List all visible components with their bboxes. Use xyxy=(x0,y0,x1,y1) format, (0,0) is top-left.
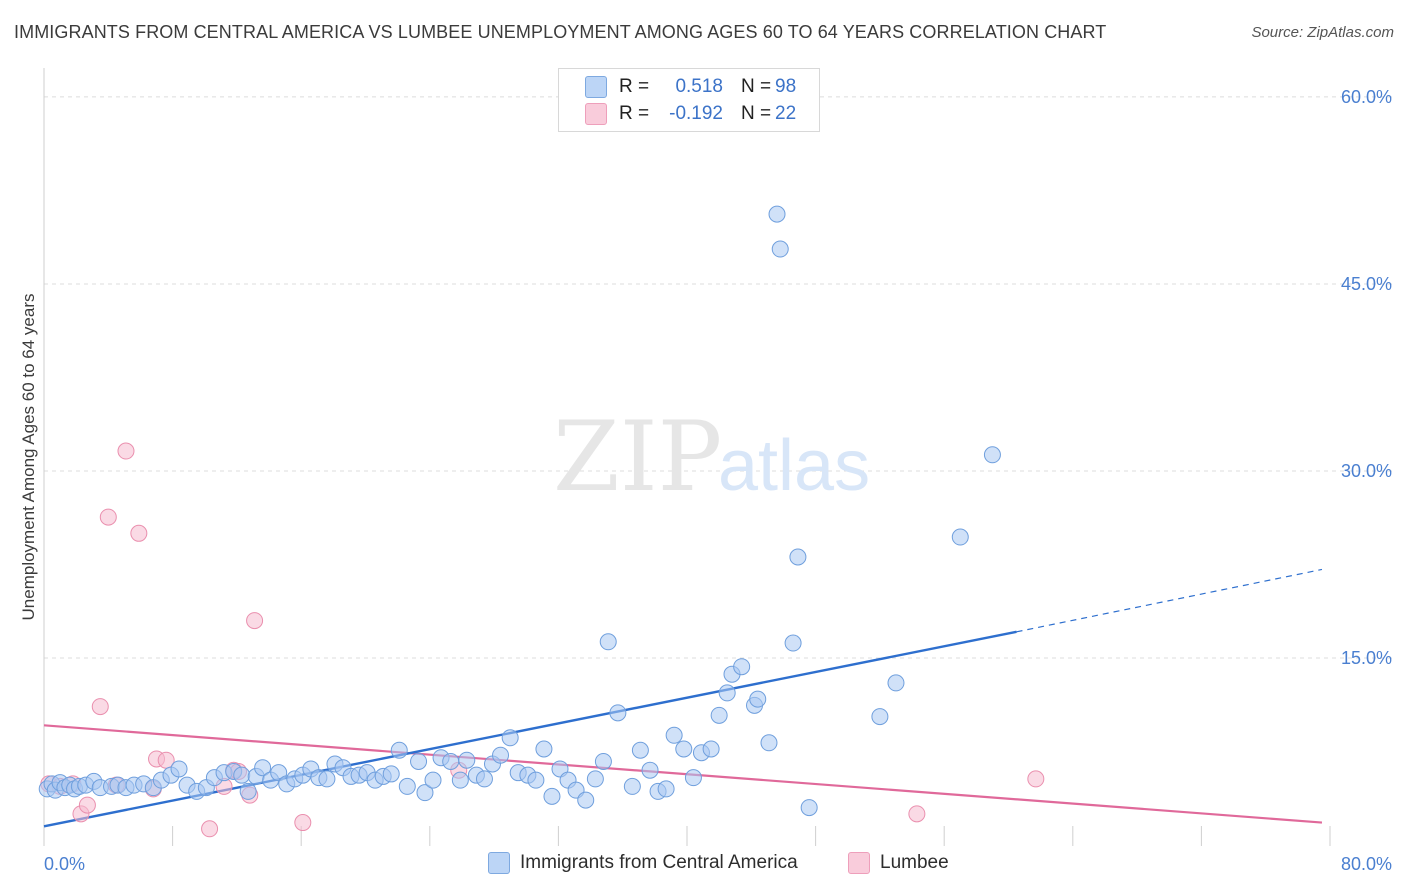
bottom-legend-lumbee: Lumbee xyxy=(848,852,949,874)
points-layer xyxy=(38,205,1045,838)
immigrants-point xyxy=(254,759,272,777)
y-tick-label: 60.0% xyxy=(1341,87,1392,107)
immigrants-point xyxy=(665,726,683,744)
legend-n-value: 98 xyxy=(775,76,797,97)
lumbee-point xyxy=(246,612,264,630)
bottom-legend-swatch-pink xyxy=(848,852,870,874)
y-axis-label: Unemployment Among Ages 60 to 64 years xyxy=(19,294,38,621)
immigrants-point xyxy=(594,752,612,770)
bottom-legend-label: Immigrants from Central America xyxy=(520,852,798,873)
watermark-atlas: atlas xyxy=(718,426,870,506)
legend-n-label: N = xyxy=(741,103,772,124)
immigrants-point xyxy=(233,766,251,784)
immigrants-point xyxy=(675,740,693,758)
immigrants-point xyxy=(702,740,720,758)
x-tick-label: 0.0% xyxy=(44,854,85,874)
immigrants-point xyxy=(535,740,553,758)
immigrants-point xyxy=(800,799,818,817)
x-tick-label: 80.0% xyxy=(1341,854,1392,874)
immigrants-point xyxy=(710,706,728,724)
immigrants-point xyxy=(416,784,434,802)
grid-layer xyxy=(44,96,1392,659)
immigrants-point xyxy=(239,782,257,800)
lumbee-point xyxy=(99,508,117,526)
immigrants-point xyxy=(871,708,889,726)
lumbee-point xyxy=(1027,770,1045,788)
immigrants-point xyxy=(749,690,767,708)
immigrants-point xyxy=(887,674,905,692)
immigrants-point xyxy=(442,752,460,770)
immigrants-point xyxy=(382,765,400,783)
bottom-legend-label: Lumbee xyxy=(880,852,949,873)
y-tick-label: 30.0% xyxy=(1341,461,1392,481)
immigrants-point xyxy=(718,684,736,702)
lumbee-point xyxy=(117,442,135,460)
immigrants-point xyxy=(684,769,702,787)
immigrants-point xyxy=(951,528,969,546)
bottom-legend-immigrants: Immigrants from Central America xyxy=(488,852,798,874)
legend-swatch-pink xyxy=(585,103,607,125)
trend-layer xyxy=(43,568,1323,828)
legend-swatch-blue xyxy=(585,76,607,98)
immigrants-point xyxy=(424,771,442,789)
immigrants-point xyxy=(983,446,1001,464)
y-tick-label: 15.0% xyxy=(1341,648,1392,668)
legend-n-value: 22 xyxy=(775,103,797,124)
bottom-legend-swatch-blue xyxy=(488,852,510,874)
immigrants-point xyxy=(599,633,617,651)
immigrants-point xyxy=(543,787,561,805)
lumbee-point xyxy=(294,814,312,832)
watermark: ZIP atlas xyxy=(553,401,870,513)
immigrants-trend-line xyxy=(43,630,1017,828)
legend-row-lumbee: R = -0.192 N = 22 xyxy=(585,101,796,127)
immigrants-trend-extension xyxy=(1016,568,1323,633)
chart-title: IMMIGRANTS FROM CENTRAL AMERICA VS LUMBE… xyxy=(14,22,1107,42)
legend-r-label: R = xyxy=(619,103,650,124)
immigrants-point xyxy=(609,704,627,722)
y-tick-label: 45.0% xyxy=(1341,274,1392,294)
lumbee-point xyxy=(201,820,219,838)
immigrants-point xyxy=(475,770,493,788)
immigrants-point xyxy=(390,741,408,759)
immigrants-point xyxy=(789,548,807,566)
immigrants-point xyxy=(318,770,336,788)
immigrants-point xyxy=(577,791,595,809)
immigrants-point xyxy=(501,729,519,747)
legend-r-value: 0.518 xyxy=(675,76,723,97)
immigrants-point xyxy=(398,777,416,795)
immigrants-point xyxy=(410,752,428,770)
immigrants-point xyxy=(492,746,510,764)
legend-row-immigrants: R = 0.518 N = 98 xyxy=(585,74,796,100)
immigrants-point xyxy=(458,751,476,769)
immigrants-point xyxy=(768,205,786,223)
correlation-legend: R = 0.518 N = 98 R = -0.192 N = 22 xyxy=(558,68,820,132)
immigrants-point xyxy=(527,771,545,789)
immigrants-point xyxy=(586,770,604,788)
legend-n-label: N = xyxy=(741,76,772,97)
immigrants-point xyxy=(771,240,789,258)
lumbee-point xyxy=(91,698,109,716)
immigrants-point xyxy=(641,761,659,779)
immigrants-point xyxy=(170,760,188,778)
immigrants-point xyxy=(733,658,751,676)
lumbee-point xyxy=(78,796,96,814)
lumbee-point xyxy=(130,524,148,542)
label-layer: 15.0% 30.0% 45.0% 60.0% 0.0% 80.0% xyxy=(44,87,1392,874)
immigrants-point xyxy=(631,741,649,759)
immigrants-point xyxy=(451,771,469,789)
source-label: Source: ZipAtlas.com xyxy=(1251,24,1394,41)
legend-r-label: R = xyxy=(619,76,650,97)
axis-layer xyxy=(43,68,1331,846)
legend-r-value: -0.192 xyxy=(669,103,723,124)
immigrants-point xyxy=(784,634,802,652)
lumbee-point xyxy=(908,805,926,823)
immigrants-point xyxy=(623,777,641,795)
immigrants-point xyxy=(760,734,778,752)
watermark-zip: ZIP xyxy=(553,401,722,513)
lumbee-trend-line xyxy=(43,724,1323,824)
immigrants-point xyxy=(657,780,675,798)
